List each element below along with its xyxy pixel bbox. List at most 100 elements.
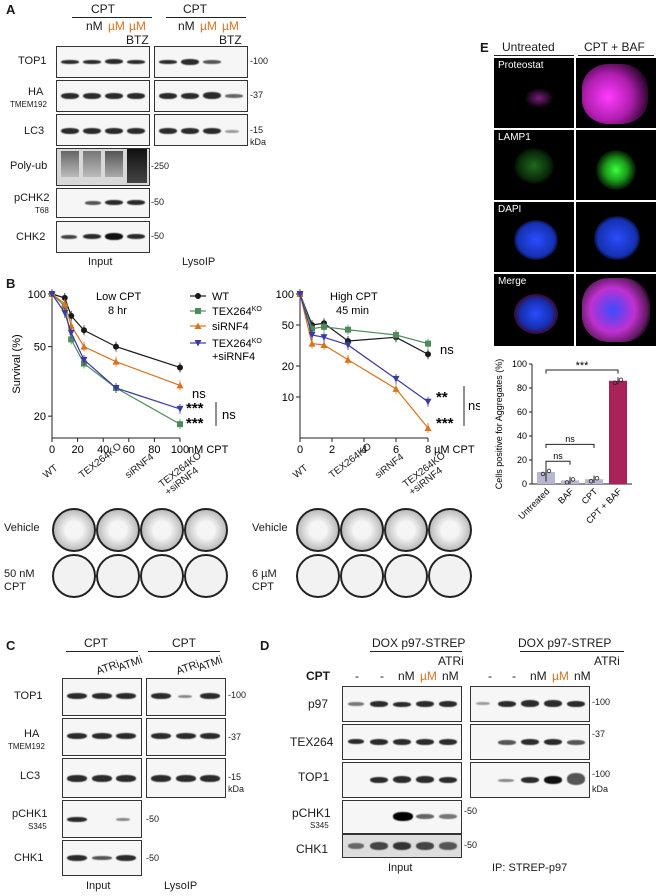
legend-marker-2 <box>194 322 202 329</box>
dish-left-cpt-3 <box>184 554 228 598</box>
data-point <box>68 312 75 319</box>
bar-dot-0 <box>540 471 546 477</box>
bar-dot-1 <box>564 480 570 485</box>
blot-d-input-p97 <box>342 686 462 722</box>
d-lane-r2: - <box>512 669 516 683</box>
data-point <box>80 343 88 350</box>
c-mw-chk1: -50 <box>146 853 160 863</box>
legend-marker-3 <box>194 340 202 347</box>
d-lane-3: nM <box>398 669 415 683</box>
data-point <box>393 331 399 338</box>
cpt-header-2: CPT <box>183 2 207 16</box>
d-mw-tex264: -37 <box>592 729 606 739</box>
bar-y-tick-label: 100 <box>512 359 527 369</box>
legend-marker-0 <box>195 293 201 299</box>
row-sub-tmem192: TMEM192 <box>10 100 47 109</box>
e-row-dapi: DAPI <box>498 204 522 215</box>
chart-subtitle-low: 8 hr <box>108 305 127 317</box>
chart-low-cpt: 100 50 20 0 20 40 60 80 100 Survival (%) Low CPT 8 … <box>11 289 236 456</box>
panel-a-letter: A <box>6 2 16 17</box>
micro-merge-untreated <box>494 274 574 346</box>
d-row-tex264: TEX264 <box>290 735 334 749</box>
lane-nm-b: nM <box>178 19 195 33</box>
label-a-lysoip: LysoIP <box>182 256 216 268</box>
data-point <box>68 336 75 343</box>
data-point <box>176 405 184 413</box>
data-point <box>112 358 120 365</box>
row-sub-t68: T68 <box>35 206 49 215</box>
x-axis-label-low: nM CPT <box>188 444 229 456</box>
d-lane-r3: nM <box>530 669 547 683</box>
d-lane-1: - <box>355 669 359 683</box>
d-lane-4: µM <box>420 669 437 683</box>
c-bracket-2 <box>148 651 220 652</box>
sig-bracket-2 <box>545 443 595 448</box>
blot-a-input-chk2 <box>56 221 150 253</box>
lane-btz-b: BTZ <box>219 33 242 47</box>
data-point <box>308 340 316 347</box>
data-point <box>112 384 120 392</box>
blot-c-input-top1 <box>62 678 142 716</box>
d-lane-r1: - <box>488 669 492 683</box>
dish-right-cpt-3 <box>428 554 472 598</box>
y-tick-label: 100 <box>28 289 46 301</box>
c-atmi: ATMi <box>116 654 145 674</box>
c-cpt-1: CPT <box>84 636 108 650</box>
bar-category-1: BAF <box>556 486 576 506</box>
d-mw-chk1: -50 <box>464 840 478 850</box>
micro-dapi-cptbaf <box>576 202 656 272</box>
d-row-s345: S345 <box>310 821 329 830</box>
row-label-chk2: CHK2 <box>16 231 46 243</box>
x-tick-label: 0 <box>297 444 303 456</box>
d-dox-1: DOX p97-STREP <box>372 636 466 650</box>
e-col-line-1 <box>494 55 574 56</box>
bar-3 <box>609 380 627 484</box>
sig-label-2: ns <box>565 434 575 444</box>
blot-d-ip-top1 <box>470 762 590 798</box>
data-point <box>177 421 183 428</box>
mw-a-lc3: -15 <box>250 125 264 135</box>
cpt-header-1: CPT <box>91 2 115 16</box>
aggregate-bar-chart: 0 20 40 60 80 100 Cells positive for Aggregate… <box>494 359 632 526</box>
e-col-cpt-baf: CPT + BAF <box>584 40 645 54</box>
c-row-lc3: LC3 <box>20 770 41 782</box>
c-row-ha: HA <box>24 728 40 740</box>
data-point <box>344 356 352 363</box>
mw-a-top1: -100 <box>250 56 269 66</box>
legend-sup-1: KO <box>252 306 263 313</box>
x-tick-label: 8 <box>425 444 431 456</box>
data-point <box>67 329 75 337</box>
dish-right-cpt-0 <box>296 554 340 598</box>
cpt-bracket-1 <box>72 17 152 18</box>
c-mw-top1: -100 <box>228 690 247 700</box>
chart-subtitle-high: 45 min <box>336 305 369 317</box>
bar-y-tick-label: 0 <box>522 479 527 489</box>
e-row-lamp1: LAMP1 <box>498 132 531 143</box>
c-kda: kDa <box>228 784 245 794</box>
series-line-3 <box>299 293 429 403</box>
lane-um-1-b: µM <box>200 19 217 33</box>
x-tick-label: 0 <box>49 444 55 456</box>
bar-y-tick-label: 20 <box>517 455 527 465</box>
bar-category-0: Untreated <box>516 486 551 521</box>
d-dox-2: DOX p97-STREP <box>518 636 612 650</box>
lane-btz: BTZ <box>126 33 149 47</box>
data-point <box>296 291 304 298</box>
c-mw-lc3: -15 <box>228 772 242 782</box>
blot-a-input-polyub <box>56 148 150 186</box>
dish-row-50nm: 50 nM CPT <box>4 568 35 593</box>
lane-um-2-b: µM <box>222 19 239 33</box>
blot-a-input-ha <box>56 80 150 112</box>
c-mw-ha: -37 <box>228 732 242 742</box>
dish-left-vehicle-3 <box>184 508 228 552</box>
annot-star-2: *** <box>186 415 204 432</box>
d-row-chk1: CHK1 <box>296 842 329 856</box>
c-row-tmem192: TMEM192 <box>8 742 45 751</box>
d-atri: ATRi <box>438 654 464 668</box>
row-label-lc3: LC3 <box>24 125 45 137</box>
y-tick-label: 50 <box>34 342 46 354</box>
x-tick-label: 2 <box>329 444 335 456</box>
d-mw-pchk1: -50 <box>464 806 478 816</box>
lane-um-1: µM <box>108 19 125 33</box>
